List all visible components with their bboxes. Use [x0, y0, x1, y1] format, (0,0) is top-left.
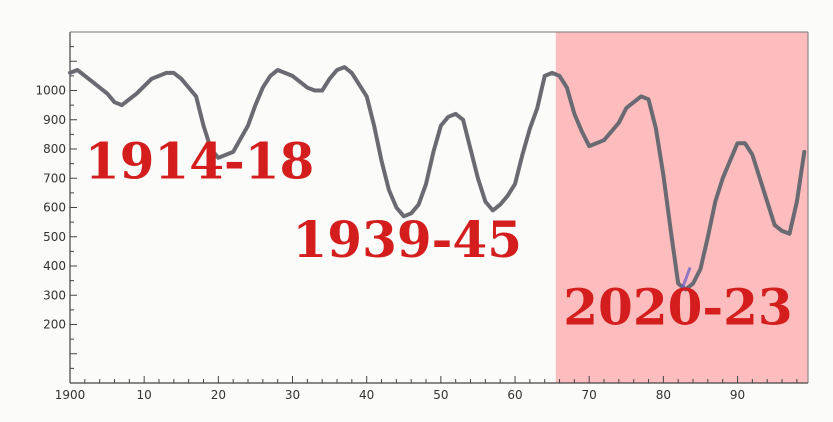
series-layer	[68, 65, 807, 292]
axes: 1900 10 20 30 40 50 60 70 80 90 200 300 400 500 600 700…	[35, 31, 809, 402]
y-tick-label: 300	[43, 288, 66, 302]
x-tick-label: 1900	[55, 388, 86, 402]
y-tick-label: 900	[43, 113, 66, 127]
y-tick-label: 700	[43, 171, 66, 185]
y-tick-label: 200	[43, 318, 66, 332]
x-tick-label: 10	[137, 388, 152, 402]
x-tick-label: 90	[730, 388, 745, 402]
x-tick-label: 20	[211, 388, 226, 402]
y-tick-label: 500	[43, 230, 66, 244]
x-tick-label: 30	[285, 388, 300, 402]
y-tick-label: 1000	[35, 84, 66, 98]
annotation-label: 1939-45	[293, 210, 523, 269]
x-tick-label: 40	[359, 388, 374, 402]
y-tick-label: 400	[43, 259, 66, 273]
x-tick-label: 60	[507, 388, 522, 402]
y-tick-label: 800	[43, 142, 66, 156]
x-tick-label: 80	[656, 388, 671, 402]
annotation-label: 2020-23	[563, 278, 793, 337]
highlight-band	[555, 32, 808, 383]
annotation-label: 1914-18	[85, 131, 315, 190]
annotations: 1914-18 1939-45 2020-23	[85, 131, 793, 336]
minimum-marker	[680, 266, 692, 290]
y-tick-label: 600	[43, 201, 66, 215]
series-line	[68, 65, 807, 292]
x-tick-label: 50	[433, 388, 448, 402]
x-tick-label: 70	[582, 388, 597, 402]
